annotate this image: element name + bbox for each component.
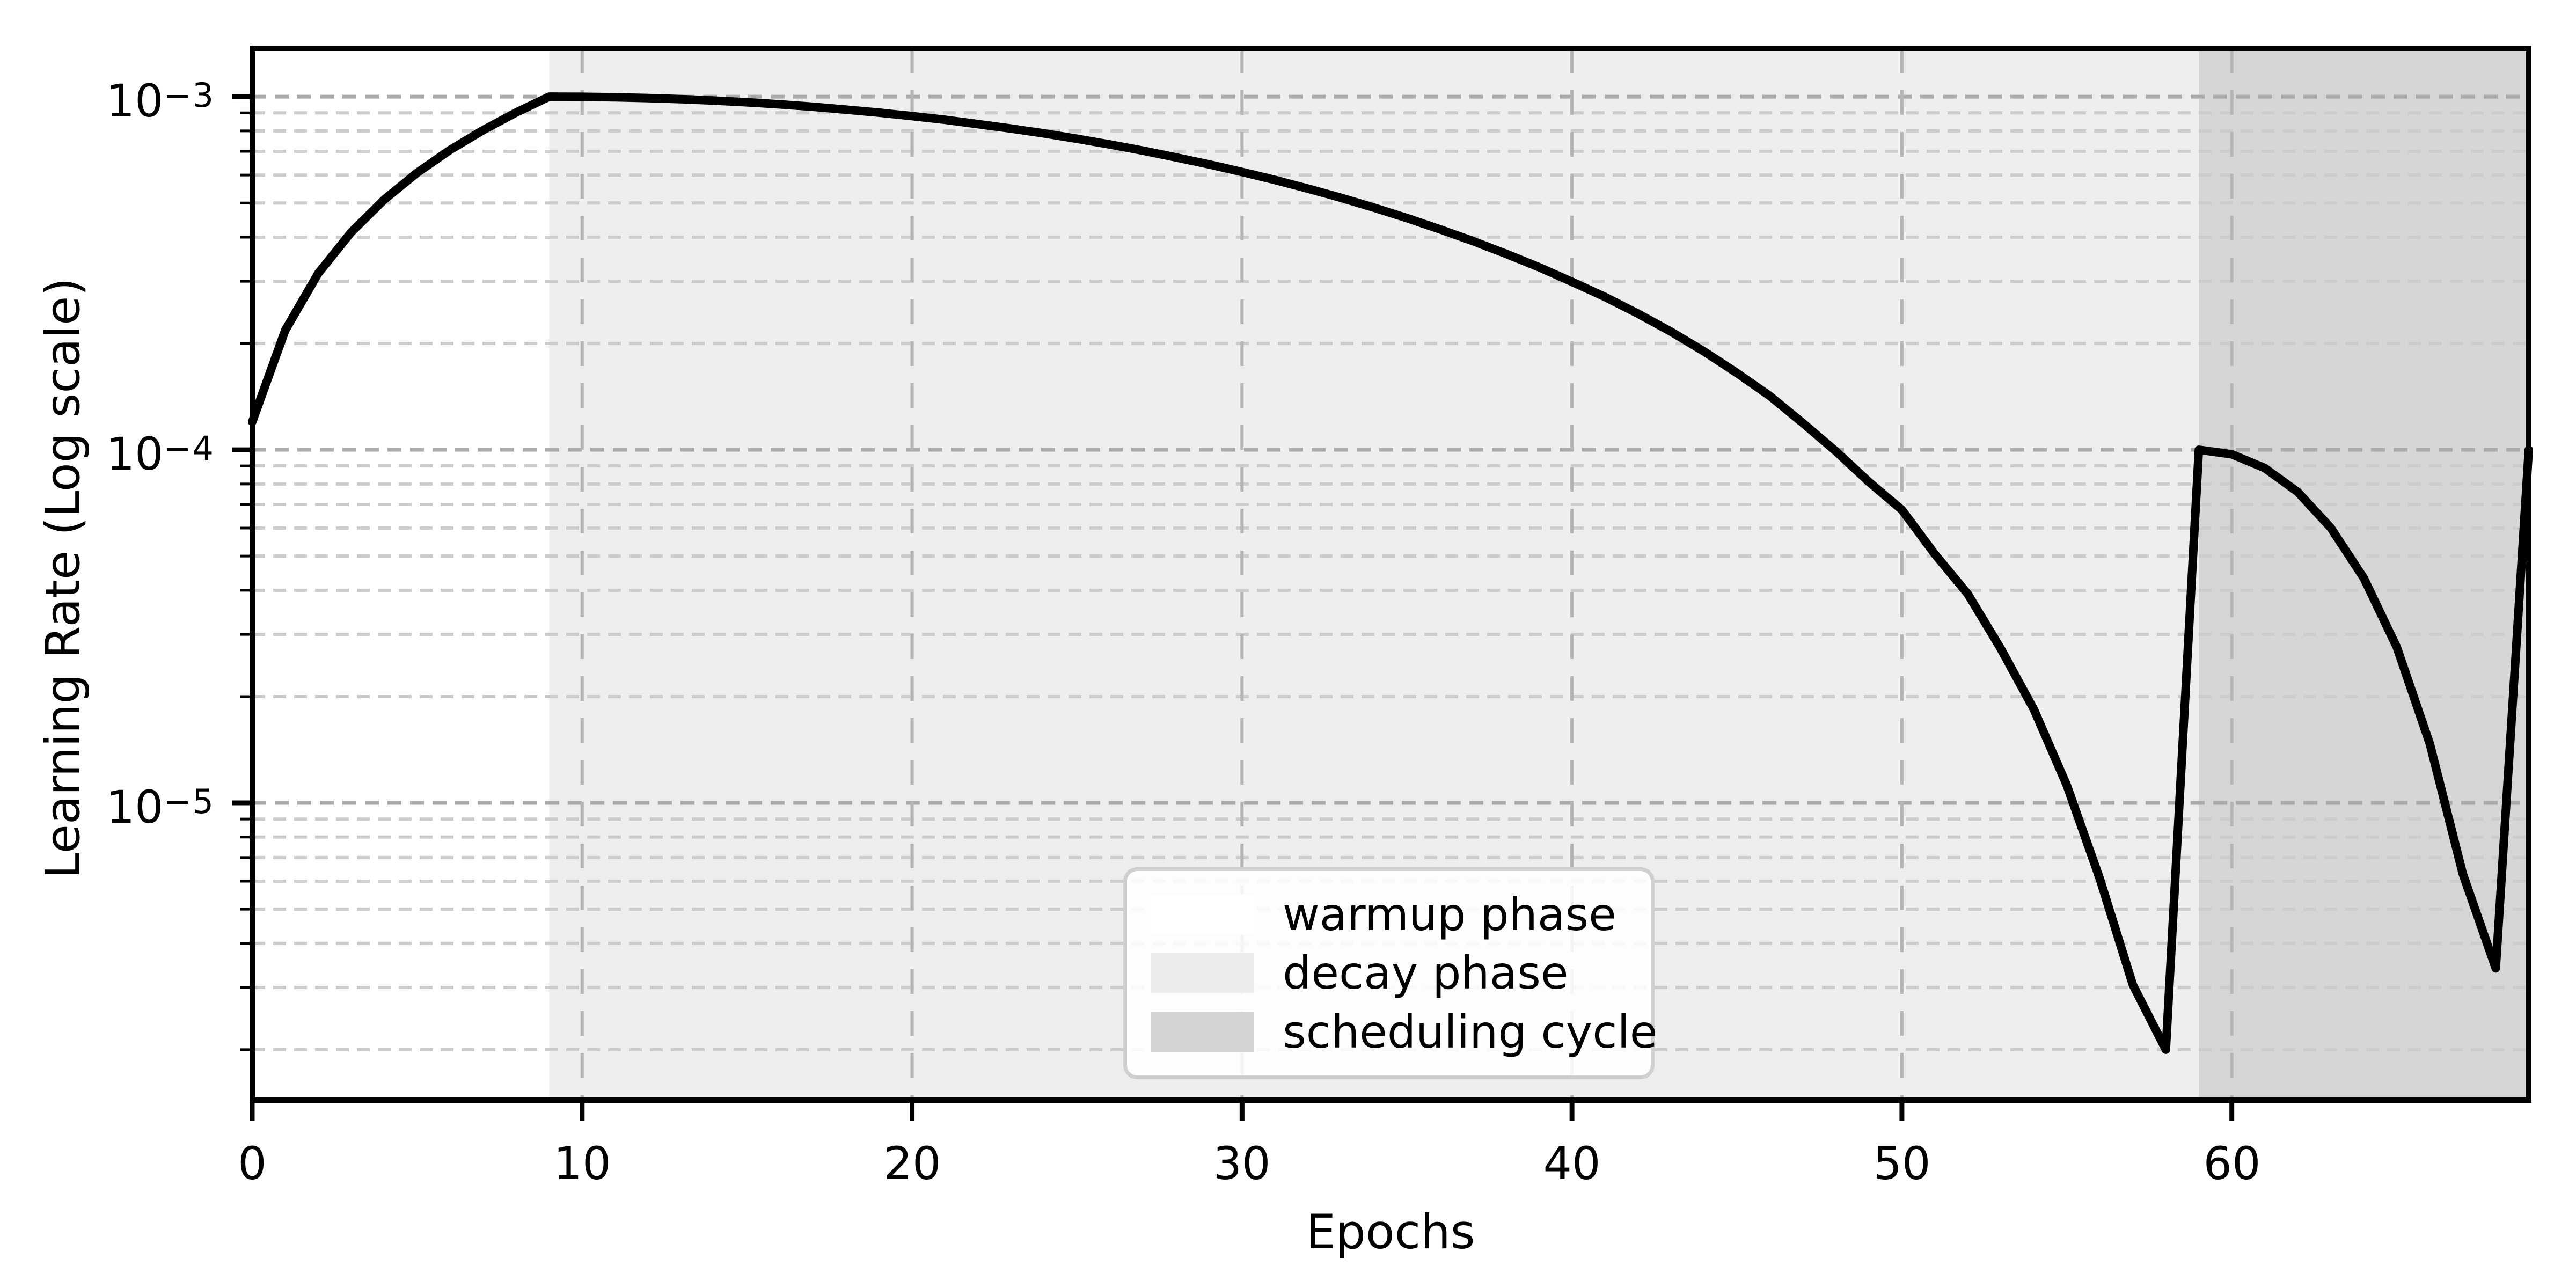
region-warmup-phase <box>252 48 550 1100</box>
y-axis-label: Learning Rate (Log scale) <box>35 277 91 879</box>
legend-item-warmup: warmup phase <box>1151 892 1627 937</box>
decay-swatch <box>1151 953 1254 993</box>
scheduling-swatch <box>1151 1012 1254 1052</box>
legend-label: warmup phase <box>1283 888 1616 941</box>
x-tick-label: 10 <box>553 1137 611 1190</box>
legend: warmup phase decay phase scheduling cycl… <box>1123 867 1657 1079</box>
x-tick-label: 40 <box>1543 1137 1601 1190</box>
x-tick-label: 20 <box>883 1137 941 1190</box>
x-tick-label: 60 <box>2203 1137 2261 1190</box>
learning-rate-curve <box>248 92 2533 1054</box>
y-tick-label: 10−4 <box>106 428 215 480</box>
y-tick-label: 10−5 <box>106 781 215 833</box>
axes-spines <box>250 46 2531 1103</box>
x-tick-label: 50 <box>1873 1137 1931 1190</box>
legend-label: decay phase <box>1283 947 1569 1000</box>
y-tick-label: 10−3 <box>106 75 215 127</box>
x-tick-label: 30 <box>1213 1137 1271 1190</box>
legend-item-scheduling: scheduling cycle <box>1151 1009 1657 1055</box>
x-tick-label: 0 <box>238 1137 267 1190</box>
legend-item-decay: decay phase <box>1151 950 1627 996</box>
warmup-swatch <box>1151 894 1254 934</box>
legend-label: scheduling cycle <box>1283 1006 1658 1059</box>
x-axis-label: Epochs <box>1306 1204 1475 1260</box>
